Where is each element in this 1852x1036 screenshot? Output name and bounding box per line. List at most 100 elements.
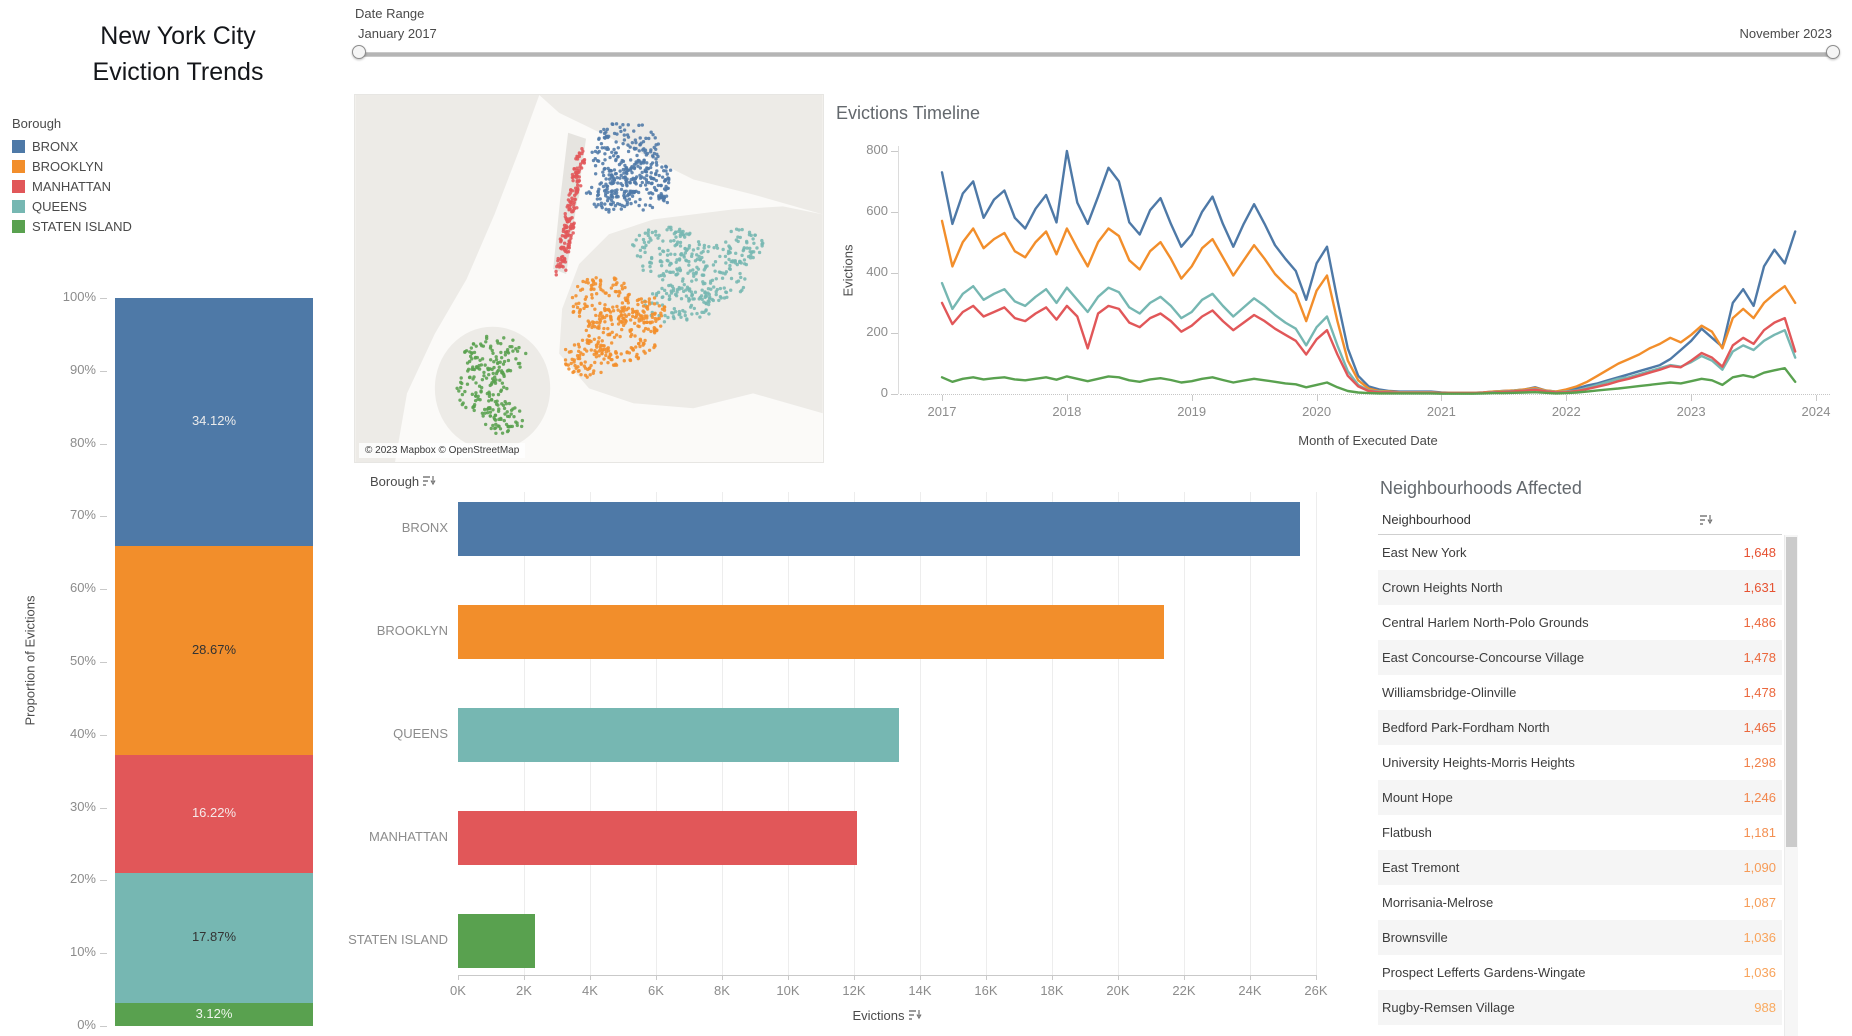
axis-tick-mark: [100, 589, 107, 591]
borough-bar-chart[interactable]: [458, 492, 1318, 976]
table-row[interactable]: East Tremont 1,090: [1378, 850, 1782, 885]
nyc-map[interactable]: [355, 95, 823, 462]
table-header-neighbourhood[interactable]: Neighbourhood: [1382, 512, 1471, 527]
stacked-segment-label: 3.12%: [195, 1005, 233, 1021]
axis-tick-label: 2022: [1551, 404, 1581, 419]
table-row[interactable]: East New York 1,648: [1378, 535, 1782, 570]
table-header-divider: [1378, 534, 1782, 535]
legend-item-staten-island[interactable]: STATEN ISLAND: [12, 216, 132, 236]
axis-tick-mark: [1691, 395, 1693, 401]
neighbourhood-name: Brownsville: [1382, 930, 1448, 945]
table-row[interactable]: Prospect Lefferts Gardens-Wingate 1,036: [1378, 955, 1782, 990]
timeline-series-staten-island[interactable]: [940, 366, 1797, 395]
axis-tick-label: 12K: [842, 983, 866, 998]
axis-tick-mark: [100, 1026, 107, 1027]
axis-tick-mark: [590, 975, 591, 980]
stacked-segment-manhattan[interactable]: 16.22%: [115, 755, 313, 874]
legend-item-brooklyn[interactable]: BROOKLYN: [12, 156, 132, 176]
axis-tick-mark: [942, 395, 943, 401]
axis-tick-label: 6K: [648, 983, 664, 998]
map-cluster-bronx[interactable]: [584, 122, 673, 214]
stacked-segment-brooklyn[interactable]: 28.67%: [115, 546, 313, 756]
stacked-segment-queens[interactable]: 17.87%: [115, 873, 313, 1004]
axis-tick-label: 90%: [69, 361, 96, 377]
timeline-chart[interactable]: [830, 135, 1842, 430]
bars-gridline: [1052, 492, 1053, 975]
eviction-count: 1,036: [1743, 930, 1776, 945]
bar-bronx[interactable]: [458, 502, 1300, 556]
axis-tick-mark: [1066, 395, 1068, 401]
table-row[interactable]: East Concourse-Concourse Village 1,478: [1378, 640, 1782, 675]
table-row[interactable]: Williamsbridge-Olinville 1,478: [1378, 675, 1782, 710]
axis-tick-mark: [100, 662, 107, 663]
neighbourhood-name: Central Harlem North-Polo Grounds: [1382, 615, 1589, 630]
slider-handle-end[interactable]: [1826, 45, 1840, 59]
table-row[interactable]: Central Harlem North-Polo Grounds 1,486: [1378, 605, 1782, 640]
axis-tick-label: 14K: [908, 983, 932, 998]
axis-tick-label: 60%: [69, 580, 96, 596]
stacked-segment-label: 16.22%: [191, 805, 237, 821]
bars-header[interactable]: Borough: [370, 474, 436, 489]
timeline-series-brooklyn[interactable]: [940, 219, 1797, 394]
neighbourhood-name: Morrisania-Melrose: [1382, 895, 1494, 910]
bar-queens[interactable]: [458, 708, 899, 762]
eviction-count: 1,631: [1743, 580, 1776, 595]
map-cluster-manhattan[interactable]: [554, 147, 587, 277]
map-eviction-dots[interactable]: [455, 122, 765, 435]
timeline-y-axis-line: [898, 146, 899, 394]
eviction-count: 988: [1754, 1000, 1776, 1015]
axis-tick-mark: [100, 516, 107, 518]
bar-manhattan[interactable]: [458, 811, 858, 865]
bars-category-label-brooklyn: BROOKLYN: [376, 623, 448, 638]
neighbourhood-name: University Heights-Morris Heights: [1382, 755, 1575, 770]
table-scrollbar[interactable]: [1784, 535, 1798, 1036]
table-row[interactable]: Flatbush 1,181: [1378, 815, 1782, 850]
stacked-segment-bronx[interactable]: 34.12%: [115, 298, 313, 547]
timeline-series-manhattan[interactable]: [940, 301, 1797, 395]
axis-tick-label: 10%: [69, 944, 96, 960]
neighbourhood-name: East Tremont: [1382, 860, 1460, 875]
sort-icon[interactable]: [1700, 514, 1713, 526]
table-row[interactable]: Rugby-Remsen Village 988: [1378, 990, 1782, 1025]
sort-icon[interactable]: [423, 475, 436, 487]
map-cluster-staten-island[interactable]: [455, 334, 528, 435]
timeline-xlabel: Month of Executed Date: [1298, 433, 1438, 448]
table-row[interactable]: Bedford Park-Fordham North 1,465: [1378, 710, 1782, 745]
bar-brooklyn[interactable]: [458, 605, 1165, 659]
axis-tick-mark: [100, 298, 107, 299]
stacked-bar-chart[interactable]: 34.12% 28.67% 16.22% 17.87% 3.12%: [115, 298, 313, 1026]
axis-tick-label: 80%: [69, 434, 96, 450]
bars-baseline: [458, 975, 1316, 976]
map-cluster-queens[interactable]: [630, 225, 765, 324]
eviction-count: 1,465: [1743, 720, 1776, 735]
eviction-count: 1,648: [1743, 545, 1776, 560]
table-row[interactable]: Mount Hope 1,246: [1378, 780, 1782, 815]
stacked-segment-staten-island[interactable]: 3.12%: [115, 1003, 313, 1026]
table-row[interactable]: Brownsville 1,036: [1378, 920, 1782, 955]
axis-tick-mark: [1191, 395, 1193, 401]
dashboard-title-line1: New York City: [100, 22, 256, 50]
timeline-series-bronx[interactable]: [940, 149, 1797, 394]
map-panel[interactable]: © 2023 Mapbox © OpenStreetMap: [354, 94, 824, 463]
sort-icon[interactable]: [908, 1009, 922, 1021]
axis-tick-mark: [100, 443, 107, 445]
table-scrollbar-thumb[interactable]: [1786, 537, 1797, 847]
bar-staten-island[interactable]: [458, 914, 535, 968]
legend-label: STATEN ISLAND: [32, 218, 132, 234]
legend-item-queens[interactable]: QUEENS: [12, 196, 132, 216]
table-row[interactable]: University Heights-Morris Heights 1,298: [1378, 745, 1782, 780]
borough-legend-title: Borough: [12, 116, 62, 131]
legend-item-bronx[interactable]: BRONX: [12, 136, 132, 156]
axis-tick-mark: [1316, 975, 1317, 980]
legend-label: MANHATTAN: [32, 178, 111, 194]
axis-tick-mark: [1052, 975, 1053, 980]
table-row[interactable]: Morrisania-Melrose 1,087: [1378, 885, 1782, 920]
map-cluster-brooklyn[interactable]: [563, 276, 667, 379]
legend-swatch-queens: [12, 199, 25, 213]
stacked-segment-label: 17.87%: [191, 929, 237, 945]
date-range-slider[interactable]: [352, 44, 1840, 64]
legend-item-manhattan[interactable]: MANHATTAN: [12, 176, 132, 196]
stacked-segment-label: 34.12%: [191, 413, 237, 429]
slider-handle-start[interactable]: [352, 45, 366, 59]
table-row[interactable]: Crown Heights North 1,631: [1378, 570, 1782, 605]
